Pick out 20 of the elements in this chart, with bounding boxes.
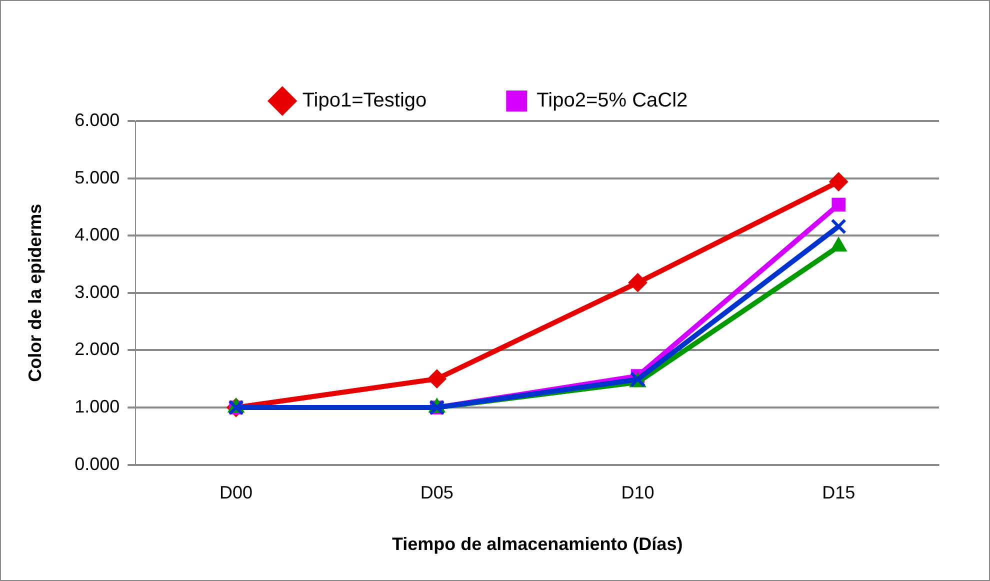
x-tick-label: D00 (220, 482, 253, 503)
x-axis-title: Tiempo de almacenamiento (Días) (392, 534, 683, 554)
point (829, 172, 848, 192)
point (427, 369, 446, 388)
x-tick-label: D15 (822, 482, 856, 503)
x-tick-label: D10 (621, 482, 654, 503)
y-tick-label: 4.000 (74, 224, 120, 245)
legend-label: Tipo2=5% CaCl2 (536, 90, 688, 112)
point (628, 273, 648, 292)
y-axis-title: Color de la epiderms (24, 204, 45, 382)
y-tick-label: 1.000 (74, 396, 120, 416)
point (832, 198, 846, 212)
x-tick-label: D05 (420, 482, 454, 503)
y-tick-label: 2.000 (74, 339, 120, 360)
legend-label: Tipo1=Testigo (302, 90, 427, 112)
y-tick-label: 6.000 (74, 110, 120, 130)
y-tick-label: 3.000 (74, 282, 120, 302)
y-tick-label: 0.000 (74, 454, 120, 474)
point (830, 218, 846, 234)
y-tick-label: 5.000 (74, 167, 120, 188)
